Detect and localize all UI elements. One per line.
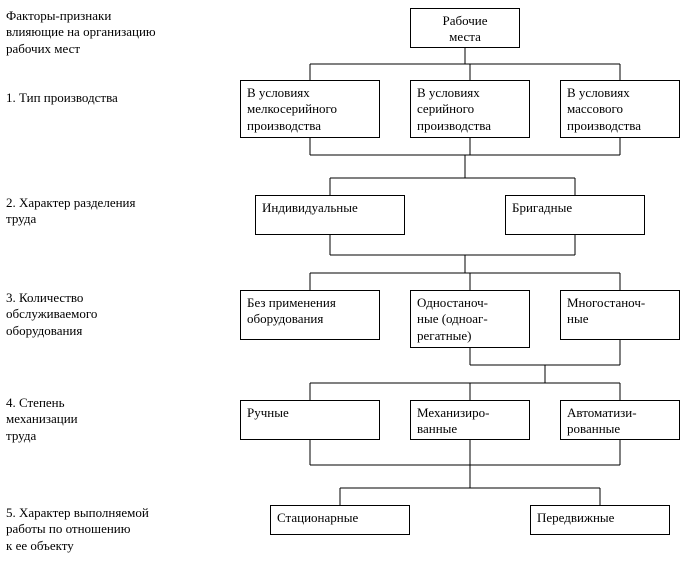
node-root: Рабочиеместа [410, 8, 520, 48]
node-r1c: В условияхмассовогопроизводства [560, 80, 680, 138]
node-r5b: Передвижные [530, 505, 670, 535]
node-r4a: Ручные [240, 400, 380, 440]
node-r5a: Стационарные [270, 505, 410, 535]
node-r2b: Бригадные [505, 195, 645, 235]
side-label-3: 3. Количествообслуживаемогооборудования [6, 290, 206, 339]
side-label-5: 5. Характер выполняемойработы по отношен… [6, 505, 226, 554]
node-r3a: Без примененияоборудования [240, 290, 380, 340]
node-r3c: Многостаноч-ные [560, 290, 680, 340]
side-label-2: 2. Характер разделениятруда [6, 195, 206, 228]
node-r1a: В условияхмелкосерийногопроизводства [240, 80, 380, 138]
side-label-1: 1. Тип производства [6, 90, 206, 106]
node-r3b: Одностаноч-ные (одноаг-регатные) [410, 290, 530, 348]
node-r4b: Механизиро-ванные [410, 400, 530, 440]
node-r1b: В условияхсерийногопроизводства [410, 80, 530, 138]
node-r2a: Индивидуальные [255, 195, 405, 235]
node-r4c: Автоматизи-рованные [560, 400, 680, 440]
side-label-4: 4. Степеньмеханизациитруда [6, 395, 206, 444]
side-label-intro: Факторы-признакивлияющие на организациюр… [6, 8, 216, 57]
